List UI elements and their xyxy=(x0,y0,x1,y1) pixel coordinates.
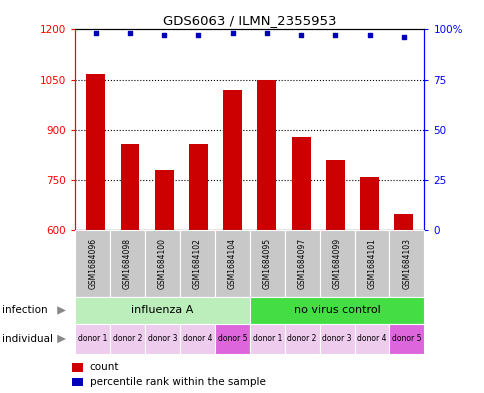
Bar xyxy=(189,144,208,230)
Text: donor 2: donor 2 xyxy=(113,334,142,343)
Point xyxy=(262,30,270,37)
Text: GSM1684097: GSM1684097 xyxy=(297,238,306,289)
Text: donor 4: donor 4 xyxy=(182,334,212,343)
Text: GSM1684101: GSM1684101 xyxy=(367,238,376,289)
Bar xyxy=(393,214,412,230)
Bar xyxy=(291,137,310,230)
Text: GSM1684095: GSM1684095 xyxy=(262,238,271,289)
Text: donor 2: donor 2 xyxy=(287,334,316,343)
Point xyxy=(399,34,407,40)
Point xyxy=(331,32,338,39)
Point xyxy=(91,30,99,37)
Point xyxy=(365,32,373,39)
Bar xyxy=(325,160,344,230)
Point xyxy=(194,32,202,39)
Text: percentile rank within the sample: percentile rank within the sample xyxy=(90,377,265,387)
Text: GSM1684099: GSM1684099 xyxy=(332,238,341,289)
Bar xyxy=(223,90,242,230)
Text: no virus control: no virus control xyxy=(293,305,379,316)
Bar xyxy=(154,170,173,230)
Title: GDS6063 / ILMN_2355953: GDS6063 / ILMN_2355953 xyxy=(163,14,336,27)
Point xyxy=(126,30,134,37)
Text: GSM1684103: GSM1684103 xyxy=(402,238,410,289)
Text: GSM1684104: GSM1684104 xyxy=(227,238,236,289)
Text: GSM1684096: GSM1684096 xyxy=(88,238,97,289)
Text: infection: infection xyxy=(2,305,48,316)
Text: donor 4: donor 4 xyxy=(357,334,386,343)
Text: GSM1684102: GSM1684102 xyxy=(193,238,201,289)
Bar xyxy=(121,144,139,230)
Bar xyxy=(360,177,378,230)
Text: GSM1684098: GSM1684098 xyxy=(123,238,132,289)
Point xyxy=(297,32,304,39)
Text: donor 5: donor 5 xyxy=(392,334,421,343)
Polygon shape xyxy=(57,306,66,315)
Text: donor 3: donor 3 xyxy=(322,334,351,343)
Text: donor 3: donor 3 xyxy=(148,334,177,343)
Text: individual: individual xyxy=(2,334,53,344)
Text: donor 1: donor 1 xyxy=(252,334,281,343)
Polygon shape xyxy=(57,335,66,343)
Point xyxy=(228,30,236,37)
Text: influenza A: influenza A xyxy=(131,305,193,316)
Text: donor 1: donor 1 xyxy=(78,334,107,343)
Bar xyxy=(86,73,105,230)
Point xyxy=(160,32,168,39)
Text: count: count xyxy=(90,362,119,373)
Text: GSM1684100: GSM1684100 xyxy=(158,238,166,289)
Text: donor 5: donor 5 xyxy=(217,334,246,343)
Bar xyxy=(257,80,276,230)
